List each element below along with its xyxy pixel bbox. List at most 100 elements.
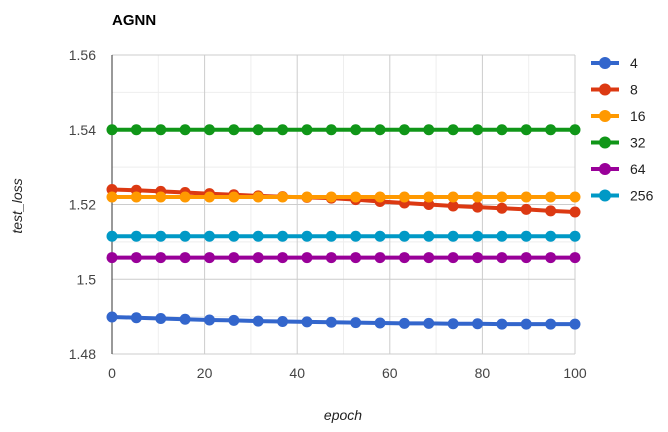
data-point [472,191,484,203]
legend-label: 32 [630,135,646,151]
data-point [472,230,484,242]
legend-item: 16 [591,108,646,124]
data-point [520,124,532,136]
data-point [155,191,167,203]
data-point [252,124,264,136]
legend-item: 32 [591,135,646,151]
series-layer [106,124,581,330]
legend-swatch-marker [599,83,611,96]
x-axis-label: epoch [324,407,362,423]
data-point [301,252,313,264]
data-point [569,318,581,330]
data-point [350,252,362,264]
data-point [398,191,410,203]
legend-swatch-marker [599,163,611,175]
data-point [520,203,532,215]
data-point [252,191,264,203]
data-point [301,191,313,203]
data-point [130,124,142,136]
legend-swatch-marker [599,57,611,69]
data-point [130,312,142,324]
series-16 [106,191,581,203]
chart-title: AGNN [112,12,156,29]
legend-swatch-marker [599,136,611,149]
legend: 4 8 16 32 64 256 [591,55,654,204]
x-tick-label: 0 [108,365,116,381]
data-point [472,252,484,264]
data-point [179,313,191,325]
data-point [228,191,240,203]
data-point [228,252,240,264]
data-point [374,230,386,242]
data-point [106,230,118,242]
data-point [277,230,289,242]
y-tick-label: 1.52 [69,197,96,213]
data-point [301,124,313,136]
data-point [106,191,118,203]
data-point [374,124,386,136]
legend-label: 16 [630,108,646,124]
data-point [472,318,484,330]
data-point [179,252,191,264]
legend-item: 8 [591,82,638,98]
legend-label: 256 [630,188,654,204]
data-point [301,230,313,242]
y-tick-label: 1.56 [69,47,96,63]
x-tick-label: 100 [563,365,587,381]
data-point [203,124,215,136]
data-point [398,124,410,136]
data-point [472,201,484,213]
legend-item: 256 [591,188,654,204]
data-point [447,200,459,212]
data-point [496,202,508,214]
data-point [130,252,142,264]
legend-item: 64 [591,161,646,177]
data-point [496,230,508,242]
legend-swatch-marker [599,189,611,202]
data-point [155,252,167,264]
data-point [569,191,581,203]
y-axis-label: test_loss [9,178,25,233]
data-point [472,124,484,136]
data-point [423,124,435,136]
data-point [520,191,532,203]
data-point [277,191,289,203]
data-point [106,252,118,264]
data-point [569,230,581,242]
data-point [325,124,337,136]
data-point [545,205,557,217]
legend-swatch-marker [599,110,611,122]
data-point [423,252,435,264]
data-point [520,252,532,264]
legend-item: 4 [591,55,638,71]
data-point [106,124,118,136]
data-point [155,312,167,324]
data-point [325,252,337,264]
data-point [277,124,289,136]
series-32 [106,124,581,136]
x-tick-label: 20 [197,365,213,381]
data-point [179,191,191,203]
data-point [545,124,557,136]
y-tick-label: 1.48 [69,346,96,362]
data-point [130,191,142,203]
series-256 [106,230,581,242]
x-tick-label: 40 [289,365,305,381]
data-point [496,318,508,330]
data-point [301,316,313,328]
data-point [350,191,362,203]
data-point [569,124,581,136]
data-point [325,191,337,203]
data-point [350,124,362,136]
data-point [398,252,410,264]
data-point [277,315,289,327]
x-tick-label: 80 [475,365,491,381]
data-point [374,191,386,203]
data-point [325,230,337,242]
legend-label: 4 [630,55,638,71]
data-point [569,252,581,264]
data-point [228,314,240,326]
data-point [277,252,289,264]
